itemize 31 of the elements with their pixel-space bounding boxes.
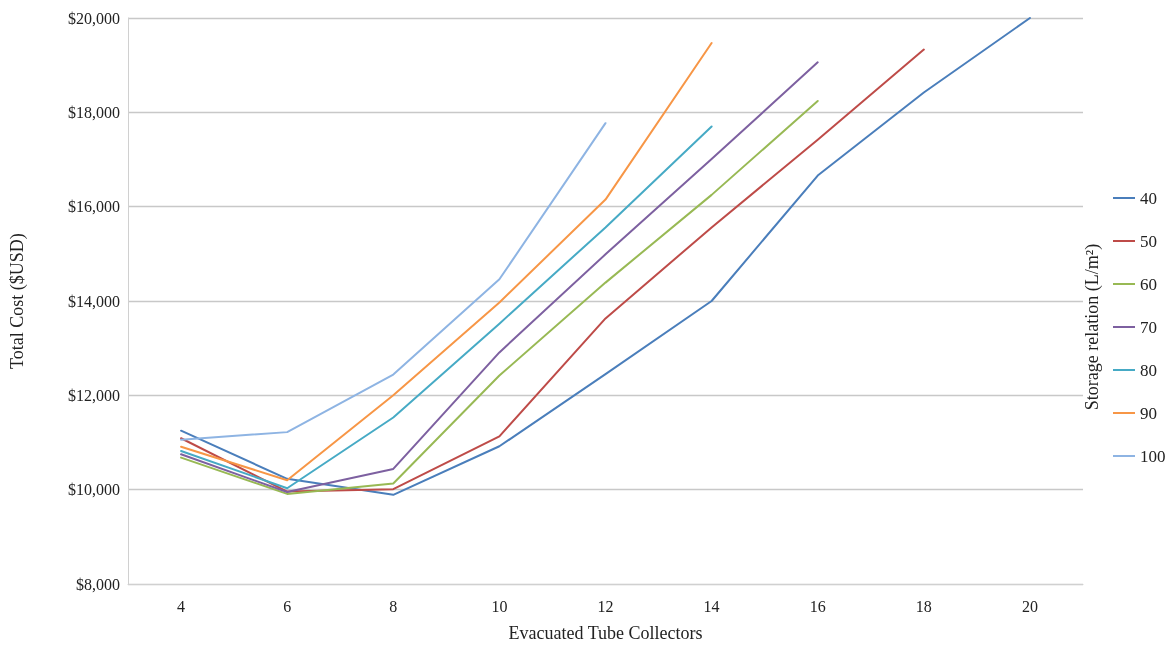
line-series — [180, 122, 607, 441]
y-tick-label: $10,000 — [68, 481, 120, 499]
x-tick-label: 20 — [1021, 597, 1038, 615]
line-series — [180, 42, 713, 482]
y-tick-label: $14,000 — [68, 292, 120, 310]
line-series — [180, 48, 925, 493]
legend-label: 80 — [1140, 360, 1157, 380]
x-tick-label: 14 — [703, 597, 720, 615]
y-tick-label: $8,000 — [76, 575, 120, 593]
line-series — [180, 125, 713, 490]
x-tick-label: 8 — [389, 597, 398, 615]
x-axis-title: Evacuated Tube Collectors — [508, 623, 703, 643]
y-tick-label: $18,000 — [68, 103, 120, 121]
x-tick-label: 16 — [809, 597, 826, 615]
line-series — [180, 17, 1031, 496]
x-tick-label: 12 — [597, 597, 614, 615]
x-tick-label: 10 — [491, 597, 508, 615]
y-tick-label: $12,000 — [68, 386, 120, 404]
x-tick-label: 6 — [283, 597, 292, 615]
x-tick-label: 18 — [915, 597, 932, 615]
x-tick-label: 4 — [177, 597, 186, 615]
y-tick-label: $20,000 — [68, 9, 120, 27]
y-tick-label: $16,000 — [68, 198, 120, 216]
legend-label: 60 — [1140, 274, 1157, 294]
legend-label: 100 — [1140, 446, 1166, 466]
legend-label: 50 — [1140, 231, 1157, 251]
y-axis-title: Total Cost ($USD) — [7, 233, 28, 369]
legend-label: 90 — [1140, 403, 1157, 423]
legend-label: 40 — [1140, 188, 1157, 208]
legend-label: 70 — [1140, 317, 1157, 337]
legend-title: Storage relation (L/m²) — [1082, 243, 1103, 411]
